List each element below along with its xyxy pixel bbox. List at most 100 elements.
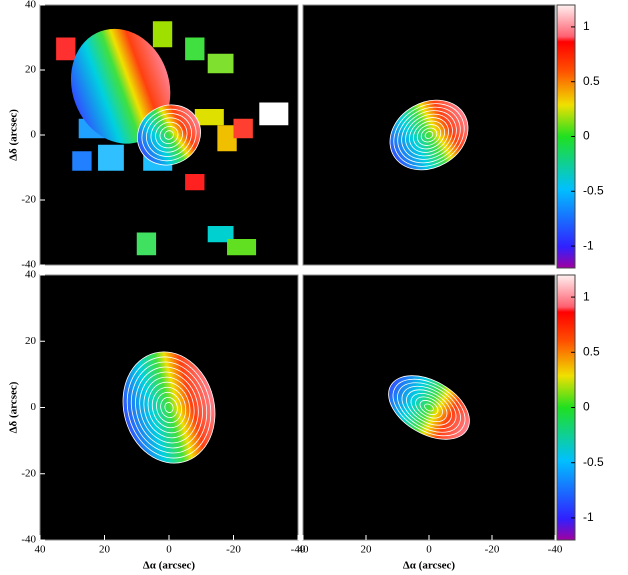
velocity-blob (70, 28, 171, 144)
contour (143, 376, 195, 439)
colorbar-tick-label: 0.5 (583, 74, 600, 88)
x-tick-label: 20 (361, 544, 373, 556)
contour (141, 108, 197, 162)
panel-label: d) (510, 296, 528, 321)
y-tick-label: -40 (21, 534, 36, 546)
contour (424, 131, 434, 139)
y-tick-label: 0 (31, 129, 37, 141)
contour (392, 378, 466, 437)
x-tick-label: 20 (99, 544, 111, 556)
velocity-blob (123, 351, 215, 464)
x-tick-label: 0 (166, 544, 172, 556)
contour (150, 117, 188, 153)
panel-frame (302, 4, 556, 266)
pixel-blob (207, 226, 234, 243)
contour (412, 120, 446, 150)
contour (135, 366, 203, 449)
panel: d) -40 -20 0 20 40 Δα (arcsec) (298, 274, 563, 572)
contour (130, 361, 208, 454)
x-tick-label: -20 (226, 544, 241, 556)
pixel-blob (194, 109, 224, 126)
y-tick-label: -20 (21, 194, 36, 206)
pixel-blob (233, 118, 253, 139)
contour (139, 371, 199, 444)
panel-label: b) (510, 26, 528, 51)
pixel-blob (56, 37, 76, 61)
x-axis-label: Δα (arcsec) (403, 560, 456, 572)
pixel-blob (207, 53, 234, 74)
contour (397, 382, 461, 433)
contour (397, 106, 461, 164)
pixel-blob (217, 125, 237, 152)
colorbar-tick-label: -1 (583, 238, 594, 252)
y-tick-label: 40 (25, 269, 37, 281)
contour (406, 389, 452, 426)
contour (410, 392, 448, 423)
contour (147, 381, 191, 434)
velocity-blob (137, 104, 201, 166)
colorbar-tick-label: -0.5 (583, 455, 604, 469)
panel: a) -40 -20 0 20 40 Δδ (arcsec) (8, 0, 299, 271)
pixel-blob (185, 37, 205, 61)
contour (155, 121, 183, 149)
contour (415, 396, 443, 419)
y-tick-label: 20 (25, 64, 37, 76)
contour (122, 351, 216, 464)
y-axis-label: Δδ (arcsec) (8, 381, 20, 433)
x-tick-label: -40 (548, 544, 563, 556)
contour (420, 127, 438, 143)
contour (164, 130, 174, 140)
pixel-blob (98, 144, 124, 171)
y-tick-label: -40 (21, 259, 36, 271)
y-tick-label: -20 (21, 467, 36, 479)
contour (159, 126, 179, 144)
contour (405, 113, 453, 157)
pixel-blob (185, 174, 205, 191)
contour (137, 104, 201, 166)
pixel-blob (152, 21, 173, 48)
y-tick-label: 20 (25, 335, 37, 347)
velocity-blob (389, 100, 469, 170)
contour (146, 113, 192, 157)
colorbar-tick-label: 0 (583, 400, 590, 414)
contour (126, 356, 212, 459)
x-tick-label: 40 (35, 544, 47, 556)
panel-label: a) (253, 26, 270, 51)
contour (424, 403, 434, 412)
colorbar-tick-label: -0.5 (583, 183, 604, 197)
contour (401, 385, 457, 430)
pixel-blob (227, 239, 257, 256)
colorbar-tick-label: 0 (583, 129, 590, 143)
pixel-blob (72, 151, 92, 171)
colorbar-tick-label: 1 (583, 19, 590, 33)
contour (151, 386, 187, 429)
contour (388, 375, 470, 440)
contour (409, 117, 449, 153)
colorbar-tick-label: -1 (583, 510, 594, 524)
contour (156, 391, 182, 424)
pixel-blob (136, 232, 157, 256)
contour (164, 402, 174, 413)
colorbar-tick-label: 1 (583, 289, 590, 303)
contour (160, 396, 178, 419)
y-axis-label: Δδ (arcsec) (8, 109, 20, 161)
contour (393, 103, 465, 167)
y-tick-label: 0 (31, 401, 37, 413)
contour (389, 99, 469, 171)
colorbar-tick-label: 0.5 (583, 344, 600, 358)
contour (419, 400, 439, 415)
pixel-blob (259, 102, 289, 126)
x-tick-label: 0 (426, 544, 432, 556)
panel: b) (302, 4, 556, 266)
panel-label: c) (253, 296, 270, 321)
x-tick-label: -20 (485, 544, 500, 556)
x-axis-label: Δα (arcsec) (143, 560, 196, 572)
x-tick-label: -40 (291, 544, 306, 556)
contour (416, 124, 442, 146)
y-tick-label: 40 (25, 0, 37, 11)
x-tick-label: 40 (298, 544, 310, 556)
contour (401, 110, 457, 160)
velocity-blob (388, 375, 470, 440)
